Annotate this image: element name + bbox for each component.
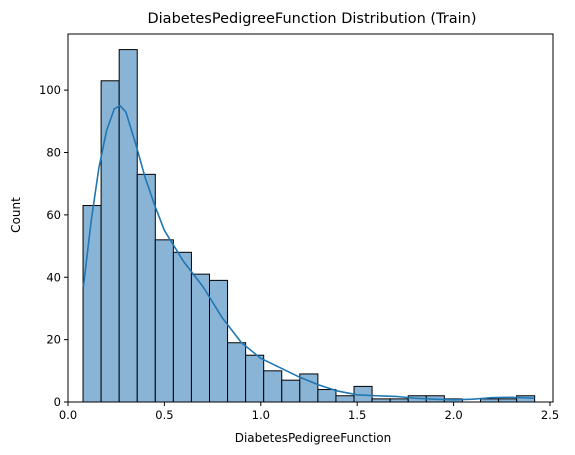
plot-frame <box>67 33 554 403</box>
y-tick-label: 0 <box>54 395 61 409</box>
kde-group <box>82 104 535 401</box>
histogram-bar <box>154 239 174 403</box>
axes-frame <box>67 33 554 403</box>
histogram-bar <box>118 49 138 403</box>
histogram-bar <box>281 379 301 403</box>
histogram-bar <box>136 173 156 403</box>
y-tick-label: 100 <box>39 83 61 97</box>
histogram-bar <box>335 395 355 403</box>
bars-group <box>82 49 536 403</box>
x-tick-label: 1.5 <box>348 408 366 422</box>
histogram-bar <box>172 251 192 403</box>
x-tick-label: 0.0 <box>59 408 77 422</box>
histogram-bar <box>317 389 337 403</box>
histogram-bar <box>100 80 120 403</box>
y-axis-ticks: 0 20 40 60 80 100 <box>39 83 68 409</box>
x-tick-label: 1.0 <box>252 408 270 422</box>
x-tick-label: 0.5 <box>155 408 173 422</box>
histogram-bar <box>227 342 247 403</box>
x-tick-label: 2.5 <box>541 408 559 422</box>
x-tick-label: 2.0 <box>444 408 462 422</box>
histogram-bar <box>263 370 283 403</box>
x-axis-ticks: 0.0 0.5 1.0 1.5 2.0 2.5 <box>59 402 559 422</box>
y-tick-label: 40 <box>46 270 61 284</box>
histogram-bar <box>208 279 229 403</box>
histogram-bar <box>82 205 102 403</box>
y-axis-label: Count <box>9 197 23 233</box>
chart-title: DiabetesPedigreeFunction Distribution (T… <box>147 11 476 27</box>
kde-line <box>82 104 535 401</box>
y-tick-label: 80 <box>46 146 61 160</box>
y-tick-label: 20 <box>46 333 61 347</box>
y-tick-label: 60 <box>46 208 61 222</box>
x-axis-label: DiabetesPedigreeFunction <box>235 431 392 445</box>
histogram-bar <box>245 354 265 403</box>
